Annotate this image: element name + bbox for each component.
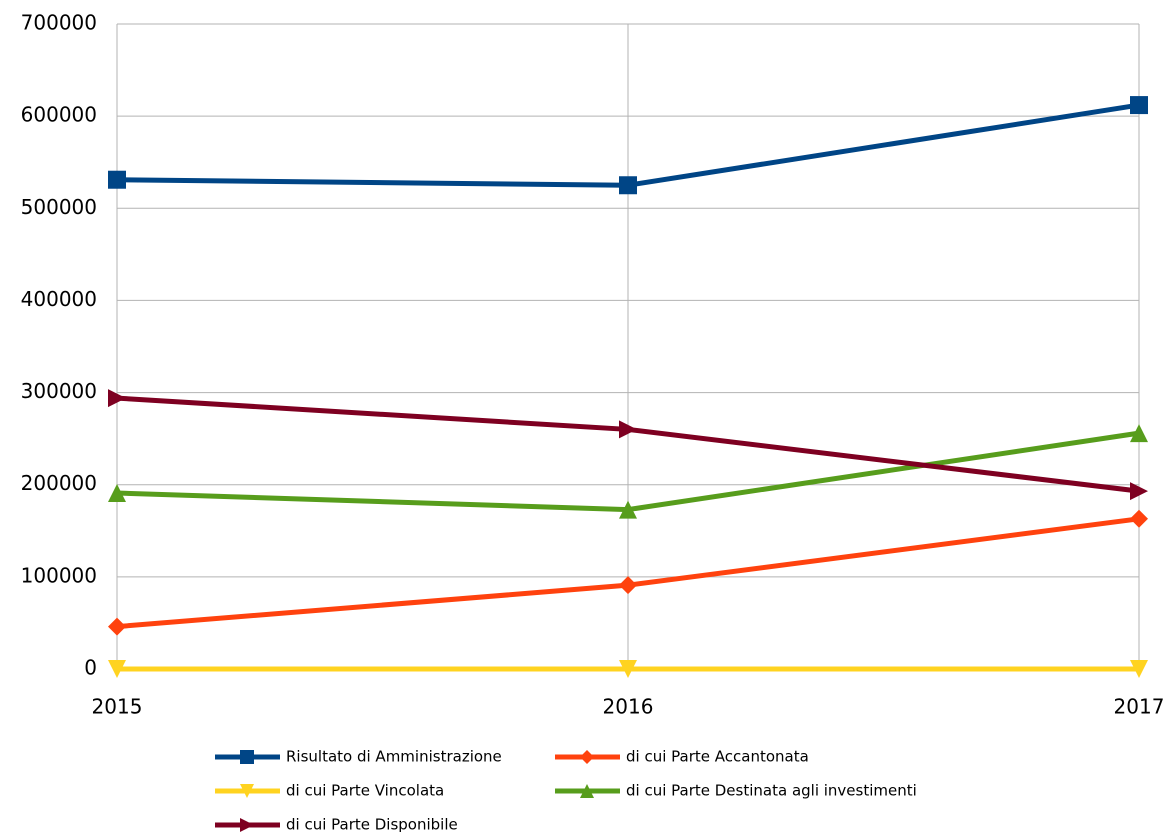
data-point: [1130, 509, 1148, 528]
y-tick-label: 100000: [21, 563, 97, 587]
legend-marker: [240, 750, 254, 764]
data-point: [619, 500, 637, 519]
y-tick-label: 300000: [21, 379, 97, 403]
data-point: [1130, 96, 1148, 115]
data-point: [108, 660, 126, 678]
legend-marker: [240, 818, 254, 832]
y-tick-label: 400000: [21, 287, 97, 311]
y-tick-label: 500000: [21, 195, 97, 219]
legend-label: Risultato di Amministrazione: [286, 748, 502, 766]
legend-marker: [240, 784, 254, 798]
data-point: [619, 660, 637, 678]
data-point: [108, 484, 126, 503]
y-tick-label: 200000: [21, 471, 97, 495]
data-point: [619, 176, 637, 195]
x-tick-label: 2015: [92, 695, 143, 719]
legend-marker: [580, 750, 594, 764]
legend-label: di cui Parte Disponibile: [286, 816, 458, 832]
data-point: [619, 576, 637, 595]
y-tick-label: 700000: [21, 11, 97, 35]
data-point: [108, 170, 126, 189]
data-point: [108, 389, 126, 408]
legend-label: di cui Parte Vincolata: [286, 782, 444, 800]
data-point: [108, 617, 126, 636]
y-tick-label: 600000: [21, 103, 97, 127]
data-point: [1130, 482, 1148, 501]
x-tick-label: 2017: [1114, 695, 1165, 719]
data-point: [1130, 660, 1148, 678]
y-tick-label: 0: [84, 656, 97, 680]
legend-marker: [580, 784, 594, 798]
x-tick-label: 2016: [603, 695, 654, 719]
legend-label: di cui Parte Accantonata: [626, 748, 809, 766]
legend-label: di cui Parte Destinata agli investimenti: [626, 782, 917, 800]
data-point: [619, 420, 637, 439]
data-point: [1130, 424, 1148, 443]
